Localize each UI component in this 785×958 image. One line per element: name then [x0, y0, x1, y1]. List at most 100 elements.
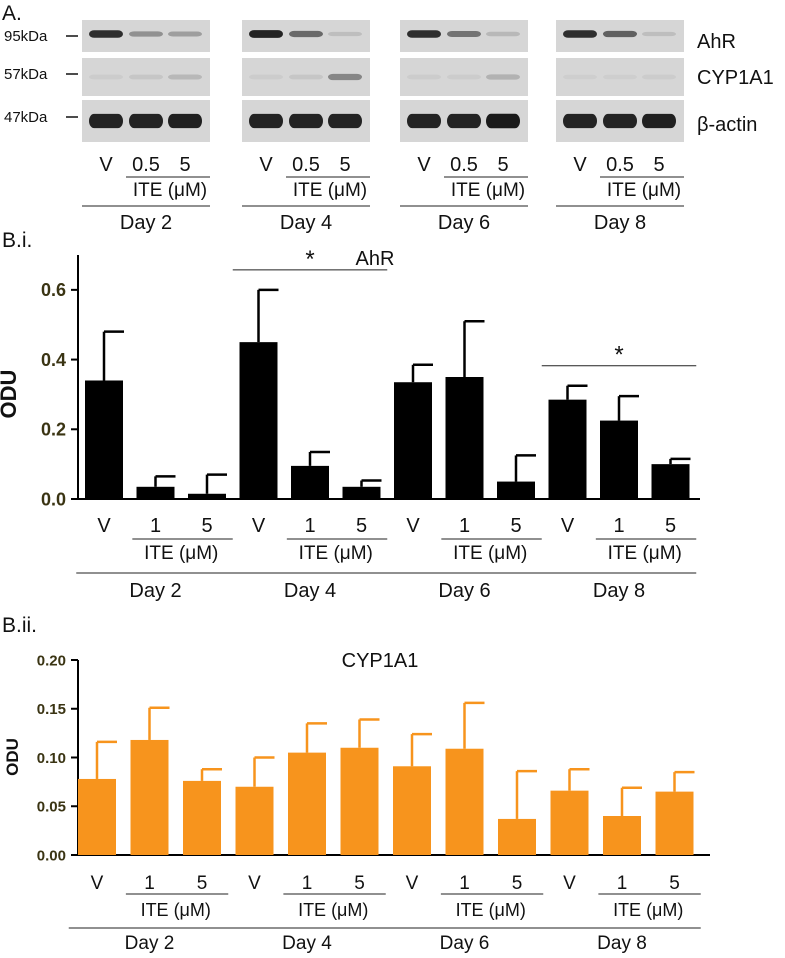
category-label: 5 [669, 873, 680, 894]
lane-label: 0.5 [292, 154, 320, 176]
molecular-weight-markers: 95kDa 57kDa 47kDa [4, 28, 78, 126]
blot-band [168, 113, 202, 129]
category-label: 1 [459, 515, 470, 537]
blot-band [447, 74, 481, 80]
treatment-label: ITE (μM) [298, 900, 368, 920]
blot-band [129, 113, 163, 129]
blot-band [642, 31, 676, 37]
y-tick-label: 0.15 [37, 701, 66, 718]
category-label: 1 [144, 873, 155, 894]
blot-band [407, 113, 441, 129]
lane-label: 5 [339, 154, 350, 176]
y-tick-label: 0.00 [37, 847, 66, 864]
blot-band [328, 113, 362, 129]
category-label: 1 [304, 515, 315, 537]
blot-band [249, 74, 283, 80]
y-tick-label: 0.4 [41, 350, 66, 370]
bar [188, 493, 226, 499]
bar [342, 486, 381, 499]
blot-strip-1 [400, 58, 528, 96]
treatment-label: ITE (μM) [608, 543, 682, 564]
category-label: 5 [510, 515, 521, 537]
blot-band [447, 113, 481, 129]
bar [651, 464, 690, 499]
blot-band [129, 74, 163, 80]
lane-label: 0.5 [450, 154, 478, 176]
category-label: 5 [665, 515, 676, 537]
treatment-label: ITE (μM) [144, 543, 218, 564]
cyp1a1-bar-chart: B.ii. CYP1A1 ODU 0.00 0.05 0.10 0.15 0.20 V 1 5… [2, 614, 710, 954]
mw-marker-label: 95kDa [4, 28, 48, 45]
blot-band [249, 113, 283, 129]
day-label: Day 6 [438, 212, 490, 234]
group-label: Day 4 [284, 580, 336, 602]
blot-band [447, 31, 481, 37]
group-label: Day 2 [129, 580, 181, 602]
y-tick-label: 0.05 [37, 799, 66, 816]
blot-band [486, 74, 520, 80]
blot-band [603, 74, 637, 80]
bar [497, 481, 535, 499]
protein-label: AhR [697, 31, 736, 53]
bar [445, 748, 484, 855]
blot-band [289, 74, 323, 80]
bar [548, 399, 587, 499]
lane-label: V [573, 154, 587, 176]
blot-strip-1 [82, 58, 210, 96]
mw-marker-label: 57kDa [4, 66, 48, 83]
bar [130, 739, 169, 855]
group-label: Day 6 [438, 580, 490, 602]
ahr-bar-chart: B.i. AhR ODU 0.0 0.2 0.4 0.6 V 1 5 V 1 5 V 1 5 V 1 5 ITE… [0, 229, 700, 602]
blot-band [89, 74, 123, 80]
blot-band [603, 30, 637, 38]
treatment-label: ITE (μM) [299, 543, 373, 564]
lane-label: 5 [179, 154, 190, 176]
y-tick-label: 0.6 [41, 280, 66, 300]
mw-marker-label: 47kDa [4, 109, 48, 126]
bar [239, 342, 278, 499]
treatment-label: ITE (μM) [613, 900, 683, 920]
blot-strip-1 [556, 58, 684, 96]
lane-label: V [99, 154, 113, 176]
bar [600, 420, 638, 499]
bar [288, 752, 326, 855]
panel-label-bii: B.ii. [2, 614, 37, 637]
category-label: V [252, 515, 266, 537]
day-label: Day 8 [594, 212, 646, 234]
treatment-label: ITE (μM) [453, 543, 527, 564]
bar [183, 780, 221, 855]
blot-band [168, 31, 202, 37]
y-axis-label: ODU [3, 738, 22, 776]
blot-band [563, 30, 597, 38]
bar [603, 816, 641, 855]
blot-band [603, 113, 637, 129]
category-label: 1 [613, 515, 624, 537]
y-tick-label: 0.10 [37, 750, 66, 767]
treatment-label: ITE (μM) [141, 900, 211, 920]
bar [394, 382, 432, 499]
y-tick-label: 0.0 [41, 489, 66, 509]
y-axis-label: ODU [0, 370, 21, 419]
bar [235, 786, 274, 855]
category-label: 1 [459, 873, 470, 894]
category-label: V [406, 515, 420, 537]
blot-band [129, 31, 163, 37]
group-label: Day 8 [597, 933, 647, 954]
lane-label: V [417, 154, 431, 176]
blot-band [642, 74, 676, 80]
blot-strips [82, 20, 684, 142]
bar [291, 465, 329, 499]
protein-labels: AhR CYP1A1 β-actin [697, 31, 774, 136]
blot-band [486, 31, 520, 37]
category-label: V [248, 873, 261, 894]
treatment-label: ITE (μM) [456, 900, 526, 920]
lane-label: 0.5 [606, 154, 634, 176]
blot-band [249, 30, 283, 38]
significance-marker: * [614, 342, 623, 369]
category-label: 5 [512, 873, 523, 894]
bar [498, 818, 536, 855]
lane-label: 5 [497, 154, 508, 176]
protein-label: β-actin [697, 114, 757, 136]
group-label: Day 2 [125, 933, 175, 954]
panel-label-a: A. [2, 2, 22, 25]
